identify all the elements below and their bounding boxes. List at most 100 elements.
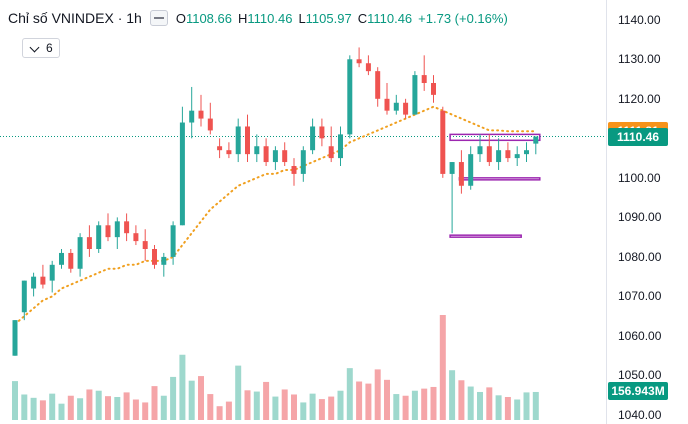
volume-bar: [244, 390, 251, 420]
candle-body: [226, 150, 232, 155]
volume-bar: [179, 354, 186, 420]
moving-average-line: [14, 105, 537, 326]
volume-bar: [95, 390, 102, 420]
volume-bar: [12, 381, 18, 420]
ohlc-high: H1110.46: [237, 10, 293, 26]
volume-bar: [523, 392, 530, 420]
volume-bar: [142, 402, 149, 420]
volume-bar: [374, 369, 381, 420]
candle-body: [170, 225, 176, 257]
volume-bar: [411, 390, 418, 420]
candle-body: [375, 71, 381, 99]
candle-body: [319, 126, 325, 139]
volume-bar: [402, 395, 409, 420]
candle-body: [68, 252, 74, 269]
last-price-badge: 1110.46: [608, 127, 668, 146]
volume-bar: [458, 380, 465, 420]
candle-body: [179, 122, 185, 226]
collapse-legend-icon[interactable]: [149, 10, 168, 26]
volume-bar: [39, 400, 46, 420]
volume-bar: [365, 383, 372, 420]
candle-body: [142, 241, 148, 249]
volume-bar: [532, 391, 539, 420]
volume-bar: [514, 399, 521, 420]
candle-body: [524, 150, 529, 155]
volume-bar: [384, 379, 390, 420]
candle-body: [124, 221, 130, 234]
price-tick-label: 1050.00: [618, 368, 662, 383]
candle-body: [21, 280, 27, 313]
volume-bar: [253, 391, 260, 420]
candle-body: [486, 146, 492, 163]
volume-bar: [105, 396, 111, 420]
symbol-title[interactable]: Chỉ số VNINDEX · 1h: [8, 10, 142, 26]
price-change: +1.73 (+0.16%): [418, 10, 508, 26]
candle-body: [449, 162, 455, 174]
candle-body: [356, 59, 362, 64]
volume-bar: [346, 368, 353, 420]
volume-bar: [263, 381, 270, 420]
chart-legend: Chỉ số VNINDEX · 1h O1108.66 H1110.46 L1…: [8, 10, 508, 26]
volume-bar: [430, 386, 437, 420]
candle-body: [245, 126, 250, 155]
price-tick-label: 1070.00: [618, 289, 662, 304]
volume-bar: [337, 390, 344, 420]
ohlc-close: C1110.46: [357, 10, 413, 26]
volume-bar: [439, 315, 446, 420]
range-box: [449, 234, 522, 238]
volume-bar: [504, 396, 511, 420]
volume-bar: [495, 395, 502, 420]
volume-bar: [328, 396, 335, 420]
candle-body: [300, 150, 306, 174]
volume-bar: [421, 388, 428, 420]
volume-bar: [151, 386, 158, 420]
price-tick-label: 1120.00: [618, 91, 661, 106]
candle-body: [291, 166, 297, 174]
volume-bar: [21, 394, 28, 420]
candle-body: [31, 276, 37, 289]
candle-body: [105, 225, 111, 238]
volume-bar: [318, 399, 325, 420]
volume-bar: [467, 386, 474, 420]
candle-body: [496, 150, 502, 163]
volume-bar: [281, 389, 288, 420]
candle-body: [152, 249, 157, 265]
candle-body: [421, 75, 427, 83]
candle-body: [533, 136, 539, 144]
volume-bar: [309, 393, 316, 420]
candle-body: [384, 98, 390, 111]
volume-badge: 156.943M: [608, 382, 668, 400]
candle-body: [49, 264, 55, 281]
volume-bar: [356, 381, 363, 420]
candle-body: [114, 221, 120, 238]
candle-body: [431, 83, 436, 95]
price-tick-label: 1140.00: [618, 12, 661, 27]
volume-bar: [30, 397, 37, 420]
candle-body: [263, 146, 269, 163]
candle-body: [235, 126, 241, 155]
candle-body: [198, 110, 204, 119]
ohlc-low: L1105.97: [298, 10, 352, 26]
candle-body: [40, 276, 46, 285]
volume-bar: [225, 401, 232, 420]
volume-bar: [132, 399, 139, 420]
candle-body: [59, 252, 64, 265]
candle-body: [133, 233, 139, 242]
ohlc-open: O1108.66: [175, 10, 232, 26]
volume-bar: [77, 398, 84, 420]
candle-body: [403, 102, 409, 115]
candle-body: [272, 150, 278, 163]
indicator-toggle-button[interactable]: 6: [22, 38, 60, 58]
candle-body: [412, 75, 418, 115]
candle-body: [282, 150, 288, 163]
price-tick-label: 1090.00: [618, 210, 662, 225]
price-tick-label: 1040.00: [618, 408, 662, 422]
candle-body: [207, 118, 213, 131]
candle-body: [328, 146, 334, 159]
price-tick-label: 1060.00: [618, 328, 662, 343]
candle-body: [505, 150, 511, 159]
candle-body: [161, 256, 167, 265]
candle-body: [189, 110, 195, 123]
